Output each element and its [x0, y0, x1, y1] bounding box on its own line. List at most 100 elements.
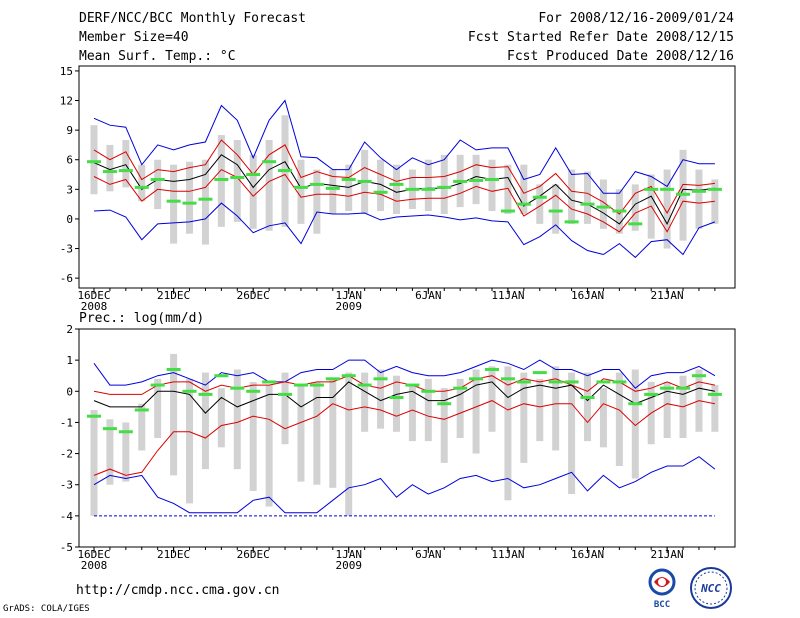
median-line-temp [93, 154, 715, 225]
mean-marker-temp [437, 185, 452, 189]
box-temp [552, 184, 560, 234]
mean-marker-prec [230, 386, 245, 390]
box-temp [138, 164, 146, 202]
mean-marker-temp [389, 182, 404, 186]
mean-marker-prec [500, 377, 515, 381]
fcst-started-label: Fcst Started Refer Date 2008/12/15 [467, 30, 734, 45]
y-tick-label-temp: 3 [66, 183, 73, 196]
outer-lower-line-prec [93, 456, 716, 514]
box-temp [170, 164, 178, 244]
x-tick-label-temp: 26DEC [237, 289, 270, 302]
box-prec [297, 385, 305, 482]
plot-frame-temp [78, 65, 736, 289]
fcst-produced-label: Fcst Produced Date 2008/12/16 [507, 49, 734, 64]
y-tick-label-temp: 9 [66, 124, 73, 137]
box-temp [424, 159, 432, 212]
y-tick-label-prec: -4 [60, 510, 74, 523]
box-temp [90, 125, 98, 195]
box-prec [265, 385, 273, 507]
mean-marker-prec [246, 389, 261, 393]
mean-marker-temp [660, 187, 675, 191]
mean-marker-prec [150, 383, 165, 387]
box-temp [536, 184, 544, 224]
box-temp [663, 169, 671, 249]
box-prec [520, 372, 528, 463]
mean-marker-temp [87, 160, 101, 164]
box-temp [249, 154, 257, 229]
box-prec [392, 375, 400, 432]
box-prec [186, 378, 194, 504]
mean-marker-prec [325, 377, 340, 381]
box-temp [488, 159, 496, 212]
y-tick-label-prec: 0 [66, 385, 73, 398]
inner-lower-line-prec [93, 400, 715, 476]
mean-marker-temp [548, 209, 563, 213]
box-prec [106, 419, 114, 485]
median-line-prec [93, 381, 715, 414]
mean-marker-temp [676, 192, 691, 196]
mean-marker-temp [246, 173, 261, 177]
grads-credit: GrADS: COLA/IGES [3, 604, 90, 614]
box-temp [186, 161, 194, 234]
box-prec [584, 372, 592, 442]
forecast-period-label: For 2008/12/16-2009/01/24 [538, 11, 734, 26]
source-url[interactable]: http://cmdp.ncc.cma.gov.cn [76, 583, 280, 598]
box-prec [217, 388, 225, 448]
mean-marker-prec [676, 386, 691, 390]
mean-marker-prec [644, 392, 659, 396]
mean-marker-temp [469, 178, 484, 182]
box-temp [440, 154, 448, 214]
box-temp [568, 169, 576, 224]
mean-marker-prec [389, 396, 404, 400]
mean-marker-temp [230, 175, 245, 179]
box-temp [106, 144, 114, 192]
x-tick-year-temp: 2009 [335, 300, 362, 313]
box-prec [568, 372, 576, 495]
x-tick-label-temp: 16DEC [77, 289, 110, 302]
mean-marker-prec [341, 374, 356, 378]
x-tick-year-prec: 2008 [81, 559, 108, 572]
box-prec [631, 369, 639, 479]
mean-marker-prec [182, 389, 197, 393]
y-tick-label-prec: 2 [66, 323, 73, 336]
box-temp [392, 164, 400, 214]
box-temp [377, 159, 385, 212]
y-tick-label-temp: -3 [60, 243, 73, 256]
mean-marker-prec [278, 392, 293, 396]
box-temp [599, 179, 607, 229]
mean-marker-temp [596, 205, 611, 209]
mean-marker-prec [357, 383, 372, 387]
mean-marker-prec [691, 374, 706, 378]
box-prec [552, 366, 560, 451]
mean-marker-prec [628, 402, 643, 406]
mean-marker-prec [580, 396, 595, 400]
mean-marker-prec [87, 414, 101, 418]
mean-marker-prec [564, 380, 579, 384]
y-tick-label-temp: -6 [60, 272, 73, 285]
mean-marker-prec [118, 430, 133, 434]
x-tick-label-prec: 6JAN [415, 548, 442, 561]
y-tick-label-prec: -1 [60, 416, 73, 429]
mean-marker-prec [214, 374, 229, 378]
mean-marker-prec [198, 392, 213, 396]
mean-marker-prec [548, 380, 563, 384]
box-temp [520, 164, 528, 214]
mean-marker-temp [262, 160, 277, 164]
box-prec [249, 381, 257, 491]
box-temp [233, 140, 241, 222]
box-prec [440, 388, 448, 463]
box-prec [138, 403, 146, 451]
mean-marker-prec [516, 380, 531, 384]
box-prec [90, 409, 98, 516]
mean-marker-prec [612, 380, 627, 384]
x-tick-label-prec: 21DEC [157, 548, 190, 561]
box-prec [472, 369, 480, 454]
box-temp [201, 159, 209, 245]
mean-marker-temp [691, 189, 706, 193]
mean-marker-temp [644, 187, 659, 191]
box-prec [170, 353, 178, 476]
mean-marker-prec [485, 367, 499, 371]
x-tick-year-temp: 2008 [81, 300, 108, 313]
